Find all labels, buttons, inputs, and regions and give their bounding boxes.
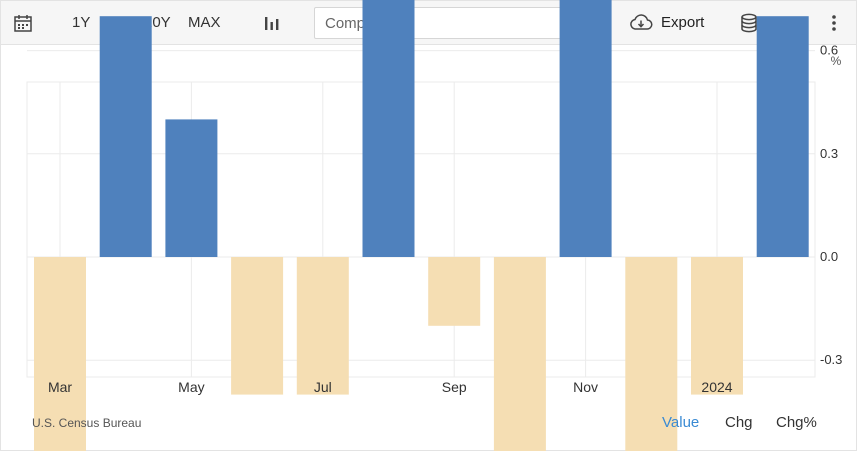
- source-label: U.S. Census Bureau: [32, 416, 142, 430]
- chart-toolbar: 1Y 5Y 10Y MAX Export API: [1, 1, 856, 45]
- tab-chg[interactable]: Chg: [725, 414, 753, 431]
- chart-type-icon[interactable]: [263, 1, 281, 44]
- range-max-button[interactable]: MAX: [188, 14, 221, 31]
- api-button[interactable]: API: [740, 1, 790, 44]
- database-icon: [740, 13, 758, 33]
- tab-value[interactable]: Value: [662, 414, 700, 431]
- range-10y-button[interactable]: 10Y: [144, 14, 171, 31]
- export-label: Export: [661, 14, 705, 31]
- calendar-icon[interactable]: [13, 1, 33, 44]
- range-5y-button[interactable]: 5Y: [108, 14, 127, 31]
- tab-chg-percent[interactable]: Chg%: [776, 414, 817, 431]
- api-label: API: [766, 14, 791, 31]
- compare-input[interactable]: [314, 7, 600, 39]
- export-button[interactable]: Export: [629, 1, 704, 44]
- range-1y-button[interactable]: 1Y: [72, 14, 91, 31]
- cloud-download-icon: [629, 13, 653, 32]
- more-options-icon[interactable]: [830, 1, 838, 44]
